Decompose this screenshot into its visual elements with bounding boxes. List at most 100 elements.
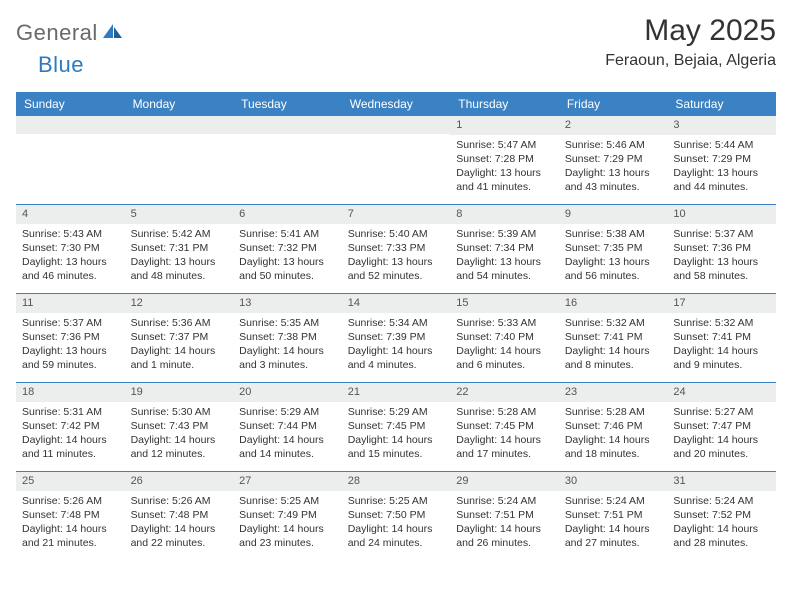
day-number: 15 <box>450 294 559 313</box>
sunset-text: Sunset: 7:44 PM <box>239 419 336 433</box>
day-content: Sunrise: 5:28 AMSunset: 7:45 PMDaylight:… <box>450 402 559 466</box>
daylight-text: Daylight: 13 hours and 54 minutes. <box>456 255 553 283</box>
daylight-text: Daylight: 13 hours and 43 minutes. <box>565 166 662 194</box>
daylight-text: Daylight: 14 hours and 18 minutes. <box>565 433 662 461</box>
day-cell: 1Sunrise: 5:47 AMSunset: 7:28 PMDaylight… <box>450 116 559 204</box>
calendar-grid: Sunday Monday Tuesday Wednesday Thursday… <box>16 92 776 560</box>
sunrise-text: Sunrise: 5:25 AM <box>348 494 445 508</box>
sunrise-text: Sunrise: 5:29 AM <box>348 405 445 419</box>
empty-day-number <box>16 116 125 134</box>
day-cell: 27Sunrise: 5:25 AMSunset: 7:49 PMDayligh… <box>233 472 342 560</box>
day-content: Sunrise: 5:43 AMSunset: 7:30 PMDaylight:… <box>16 224 125 288</box>
sunrise-text: Sunrise: 5:27 AM <box>673 405 770 419</box>
daylight-text: Daylight: 14 hours and 1 minute. <box>131 344 228 372</box>
day-content: Sunrise: 5:41 AMSunset: 7:32 PMDaylight:… <box>233 224 342 288</box>
weekday-sun: Sunday <box>16 92 125 116</box>
day-number: 28 <box>342 472 451 491</box>
day-content: Sunrise: 5:24 AMSunset: 7:51 PMDaylight:… <box>450 491 559 555</box>
daylight-text: Daylight: 14 hours and 27 minutes. <box>565 522 662 550</box>
day-content: Sunrise: 5:33 AMSunset: 7:40 PMDaylight:… <box>450 313 559 377</box>
weekday-thu: Thursday <box>450 92 559 116</box>
day-number: 26 <box>125 472 234 491</box>
sunset-text: Sunset: 7:30 PM <box>22 241 119 255</box>
day-number: 18 <box>16 383 125 402</box>
daylight-text: Daylight: 13 hours and 50 minutes. <box>239 255 336 283</box>
day-number: 11 <box>16 294 125 313</box>
day-cell: 22Sunrise: 5:28 AMSunset: 7:45 PMDayligh… <box>450 383 559 471</box>
sunrise-text: Sunrise: 5:46 AM <box>565 138 662 152</box>
day-content: Sunrise: 5:36 AMSunset: 7:37 PMDaylight:… <box>125 313 234 377</box>
sunset-text: Sunset: 7:48 PM <box>131 508 228 522</box>
sunset-text: Sunset: 7:34 PM <box>456 241 553 255</box>
week-row: 1Sunrise: 5:47 AMSunset: 7:28 PMDaylight… <box>16 116 776 204</box>
sunrise-text: Sunrise: 5:25 AM <box>239 494 336 508</box>
daylight-text: Daylight: 14 hours and 11 minutes. <box>22 433 119 461</box>
empty-day-number <box>342 116 451 134</box>
month-title: May 2025 <box>605 14 776 48</box>
sunrise-text: Sunrise: 5:38 AM <box>565 227 662 241</box>
week-row: 4Sunrise: 5:43 AMSunset: 7:30 PMDaylight… <box>16 204 776 293</box>
sunset-text: Sunset: 7:51 PM <box>565 508 662 522</box>
sunrise-text: Sunrise: 5:35 AM <box>239 316 336 330</box>
day-cell: 10Sunrise: 5:37 AMSunset: 7:36 PMDayligh… <box>667 205 776 293</box>
daylight-text: Daylight: 14 hours and 28 minutes. <box>673 522 770 550</box>
day-content: Sunrise: 5:30 AMSunset: 7:43 PMDaylight:… <box>125 402 234 466</box>
sunset-text: Sunset: 7:32 PM <box>239 241 336 255</box>
sunset-text: Sunset: 7:50 PM <box>348 508 445 522</box>
day-number: 21 <box>342 383 451 402</box>
day-content: Sunrise: 5:46 AMSunset: 7:29 PMDaylight:… <box>559 135 668 199</box>
weekday-tue: Tuesday <box>233 92 342 116</box>
day-cell: 9Sunrise: 5:38 AMSunset: 7:35 PMDaylight… <box>559 205 668 293</box>
day-content: Sunrise: 5:31 AMSunset: 7:42 PMDaylight:… <box>16 402 125 466</box>
daylight-text: Daylight: 13 hours and 46 minutes. <box>22 255 119 283</box>
daylight-text: Daylight: 14 hours and 3 minutes. <box>239 344 336 372</box>
weekday-mon: Monday <box>125 92 234 116</box>
day-cell: 19Sunrise: 5:30 AMSunset: 7:43 PMDayligh… <box>125 383 234 471</box>
day-content: Sunrise: 5:37 AMSunset: 7:36 PMDaylight:… <box>16 313 125 377</box>
sunset-text: Sunset: 7:43 PM <box>131 419 228 433</box>
sunrise-text: Sunrise: 5:24 AM <box>673 494 770 508</box>
day-cell: 31Sunrise: 5:24 AMSunset: 7:52 PMDayligh… <box>667 472 776 560</box>
day-cell <box>16 116 125 204</box>
day-cell: 14Sunrise: 5:34 AMSunset: 7:39 PMDayligh… <box>342 294 451 382</box>
daylight-text: Daylight: 14 hours and 4 minutes. <box>348 344 445 372</box>
sunrise-text: Sunrise: 5:33 AM <box>456 316 553 330</box>
daylight-text: Daylight: 14 hours and 24 minutes. <box>348 522 445 550</box>
sunrise-text: Sunrise: 5:34 AM <box>348 316 445 330</box>
day-cell: 28 Sunrise: 5:25 AMSunset: 7:50 PMDayligh… <box>342 472 451 560</box>
daylight-text: Daylight: 14 hours and 6 minutes. <box>456 344 553 372</box>
sunrise-text: Sunrise: 5:40 AM <box>348 227 445 241</box>
week-row: 25Sunrise: 5:26 AMSunset: 7:48 PMDayligh… <box>16 471 776 560</box>
daylight-text: Daylight: 14 hours and 23 minutes. <box>239 522 336 550</box>
sunrise-text: Sunrise: 5:42 AM <box>131 227 228 241</box>
day-content: Sunrise: 5:28 AMSunset: 7:46 PMDaylight:… <box>559 402 668 466</box>
sunrise-text: Sunrise: 5:24 AM <box>456 494 553 508</box>
day-cell <box>125 116 234 204</box>
sunrise-text: Sunrise: 5:44 AM <box>673 138 770 152</box>
day-content: Sunrise: 5:24 AMSunset: 7:52 PMDaylight:… <box>667 491 776 555</box>
day-content: Sunrise: 5:38 AMSunset: 7:35 PMDaylight:… <box>559 224 668 288</box>
day-cell: 12Sunrise: 5:36 AMSunset: 7:37 PMDayligh… <box>125 294 234 382</box>
daylight-text: Daylight: 13 hours and 44 minutes. <box>673 166 770 194</box>
logo-sail-icon <box>102 22 124 45</box>
day-number: 1 <box>450 116 559 135</box>
logo-text-general: General <box>16 20 98 46</box>
day-number: 4 <box>16 205 125 224</box>
day-number: 17 <box>667 294 776 313</box>
day-cell: 16Sunrise: 5:32 AMSunset: 7:41 PMDayligh… <box>559 294 668 382</box>
day-cell: 13Sunrise: 5:35 AMSunset: 7:38 PMDayligh… <box>233 294 342 382</box>
day-cell: 30Sunrise: 5:24 AMSunset: 7:51 PMDayligh… <box>559 472 668 560</box>
sunset-text: Sunset: 7:38 PM <box>239 330 336 344</box>
daylight-text: Daylight: 13 hours and 59 minutes. <box>22 344 119 372</box>
day-content: Sunrise: 5:29 AMSunset: 7:45 PMDaylight:… <box>342 402 451 466</box>
day-cell: 3Sunrise: 5:44 AMSunset: 7:29 PMDaylight… <box>667 116 776 204</box>
day-content: Sunrise: 5:40 AMSunset: 7:33 PMDaylight:… <box>342 224 451 288</box>
day-content: Sunrise: 5:35 AMSunset: 7:38 PMDaylight:… <box>233 313 342 377</box>
daylight-text: Daylight: 14 hours and 8 minutes. <box>565 344 662 372</box>
day-number: 30 <box>559 472 668 491</box>
sunset-text: Sunset: 7:42 PM <box>22 419 119 433</box>
sunrise-text: Sunrise: 5:30 AM <box>131 405 228 419</box>
day-content: Sunrise: 5:27 AMSunset: 7:47 PMDaylight:… <box>667 402 776 466</box>
day-cell: 21Sunrise: 5:29 AMSunset: 7:45 PMDayligh… <box>342 383 451 471</box>
logo-text-blue: Blue <box>38 52 84 78</box>
